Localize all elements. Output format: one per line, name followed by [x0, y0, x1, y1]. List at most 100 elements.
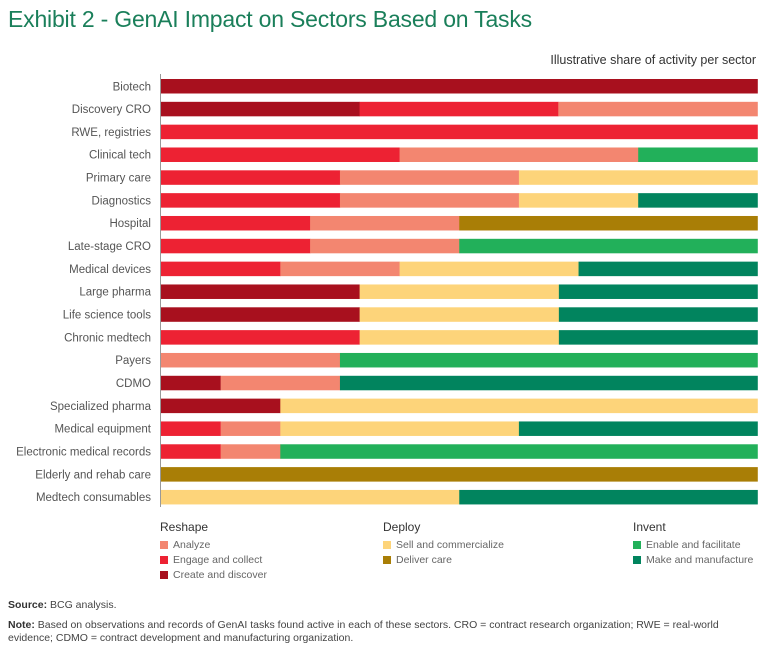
- legend-group-reshape: Reshape Analyze Engage and collect Creat…: [160, 520, 267, 582]
- bar-segment-deliver-care: [459, 215, 758, 231]
- bar-segment-engage-and-collect: [161, 238, 311, 254]
- category-label: Diagnostics: [92, 195, 152, 207]
- bar-segment-make-and-manufacture: [578, 261, 758, 277]
- legend-label: Sell and commercialize: [396, 538, 504, 551]
- bar-segment-engage-and-collect: [161, 170, 341, 185]
- category-label: Clinical tech: [89, 150, 151, 162]
- category-label: Medtech consumables: [36, 492, 151, 504]
- bar-segment-create-and-discover: [161, 79, 758, 94]
- category-label: Large pharma: [79, 287, 151, 299]
- bar-segment-analyze: [558, 101, 758, 117]
- legend-group-title: Invent: [633, 520, 666, 534]
- bar-segment-sell-and-commercialize: [280, 421, 520, 436]
- legend-item-deliver-care: Deliver care: [383, 552, 504, 567]
- bar-segment-engage-and-collect: [161, 215, 311, 231]
- bar-segment-analyze: [339, 170, 520, 185]
- bar-segment-enable-and-facilitate: [280, 444, 758, 459]
- legend-item-sell-and-commercialize: Sell and commercialize: [383, 537, 504, 552]
- bar-segment-deliver-care: [161, 467, 758, 482]
- bar-segment-sell-and-commercialize: [359, 307, 560, 322]
- legend-label: Deliver care: [396, 553, 453, 566]
- legend: Reshape Analyze Engage and collect Creat…: [160, 520, 760, 590]
- bar-segment-sell-and-commercialize: [399, 261, 579, 277]
- category-label: Specialized pharma: [50, 401, 152, 413]
- legend-swatch: [383, 540, 391, 549]
- bar-segment-sell-and-commercialize: [161, 489, 460, 505]
- bar-segment-make-and-manufacture: [558, 330, 758, 345]
- bar-segment-analyze: [220, 421, 281, 436]
- chart-subtitle: Illustrative share of activity per secto…: [550, 53, 756, 67]
- bar-segment-analyze: [220, 375, 341, 391]
- category-label: Discovery CRO: [72, 104, 151, 116]
- bar-segment-engage-and-collect: [359, 101, 559, 117]
- bar-segment-create-and-discover: [161, 375, 221, 391]
- bar-segment-sell-and-commercialize: [280, 398, 758, 414]
- note-label: Note:: [8, 619, 35, 631]
- bar-segment-engage-and-collect: [161, 444, 221, 459]
- legend-swatch: [633, 540, 641, 549]
- bar-segment-make-and-manufacture: [558, 307, 758, 322]
- category-label: Electronic medical records: [16, 447, 151, 459]
- category-label: Life science tools: [63, 310, 151, 322]
- bar-segment-sell-and-commercialize: [359, 284, 560, 299]
- source-label: Source:: [8, 599, 48, 611]
- category-label: RWE, registries: [71, 127, 151, 139]
- bar-segment-make-and-manufacture: [558, 284, 758, 299]
- bar-segment-engage-and-collect: [161, 421, 221, 436]
- legend-label: Create and discover: [173, 568, 267, 581]
- legend-label: Engage and collect: [173, 553, 263, 566]
- legend-group-deploy: Deploy Sell and commercialize Deliver ca…: [383, 520, 504, 567]
- source-text: BCG analysis.: [47, 599, 117, 611]
- bar-segment-engage-and-collect: [161, 147, 400, 162]
- category-label: Hospital: [109, 218, 151, 230]
- category-label: CDMO: [116, 378, 151, 390]
- legend-item-engage-and-collect: Engage and collect: [160, 552, 267, 567]
- legend-group-invent: Invent Enable and facilitate Make and ma…: [633, 520, 753, 567]
- bar-segment-engage-and-collect: [161, 124, 758, 140]
- bar-segment-enable-and-facilitate: [339, 352, 758, 368]
- note: Note: Based on observations and records …: [8, 619, 758, 645]
- note-text: Based on observations and records of Gen…: [8, 619, 719, 644]
- bar-segment-sell-and-commercialize: [359, 330, 560, 345]
- bar-segment-analyze: [280, 261, 400, 277]
- bar-segment-sell-and-commercialize: [518, 193, 639, 208]
- legend-item-make-and-manufacture: Make and manufacture: [633, 552, 753, 567]
- bar-segment-analyze: [339, 193, 520, 208]
- category-label: Primary care: [86, 173, 151, 185]
- bar-segment-analyze: [161, 352, 341, 368]
- legend-swatch: [160, 570, 168, 579]
- bar-segment-engage-and-collect: [161, 193, 341, 208]
- bar-segment-enable-and-facilitate: [459, 238, 758, 254]
- category-label: Elderly and rehab care: [35, 469, 151, 481]
- bar-segment-analyze: [310, 238, 460, 254]
- bar-segment-make-and-manufacture: [459, 489, 758, 505]
- legend-swatch: [160, 540, 168, 549]
- legend-item-create-and-discover: Create and discover: [160, 567, 267, 582]
- bar-segment-make-and-manufacture: [339, 375, 758, 391]
- legend-swatch: [633, 555, 641, 564]
- bar-segment-engage-and-collect: [161, 261, 281, 277]
- bar-segment-make-and-manufacture: [638, 193, 758, 208]
- footer: Source: BCG analysis. Note: Based on obs…: [8, 599, 758, 652]
- source-note: Source: BCG analysis.: [8, 599, 758, 612]
- bar-segment-analyze: [310, 215, 460, 231]
- stacked-bar-chart: Biotech Discovery CRO RWE, registries Clini…: [16, 74, 758, 507]
- category-label: Late-stage CRO: [68, 241, 151, 253]
- category-label: Medical equipment: [54, 424, 151, 436]
- legend-group-title: Deploy: [383, 520, 421, 534]
- bar-segment-analyze: [220, 444, 281, 459]
- legend-label: Make and manufacture: [646, 553, 754, 566]
- bar-segment-make-and-manufacture: [518, 421, 758, 436]
- bar-segment-sell-and-commercialize: [518, 170, 758, 185]
- legend-group-title: Reshape: [160, 520, 209, 534]
- category-label: Medical devices: [69, 264, 151, 276]
- chart-title: Exhibit 2 - GenAI Impact on Sectors Base…: [8, 6, 532, 32]
- category-label: Payers: [115, 355, 151, 367]
- legend-swatch: [383, 555, 391, 564]
- bar-segment-create-and-discover: [161, 284, 360, 299]
- legend-item-enable-and-facilitate: Enable and facilitate: [633, 537, 753, 552]
- bar-segment-create-and-discover: [161, 398, 281, 414]
- category-label: Biotech: [113, 81, 151, 93]
- bar-segment-create-and-discover: [161, 307, 360, 322]
- bar-segment-engage-and-collect: [161, 330, 360, 345]
